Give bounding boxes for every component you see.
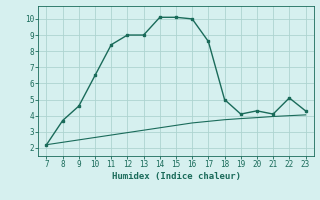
X-axis label: Humidex (Indice chaleur): Humidex (Indice chaleur) — [111, 172, 241, 181]
